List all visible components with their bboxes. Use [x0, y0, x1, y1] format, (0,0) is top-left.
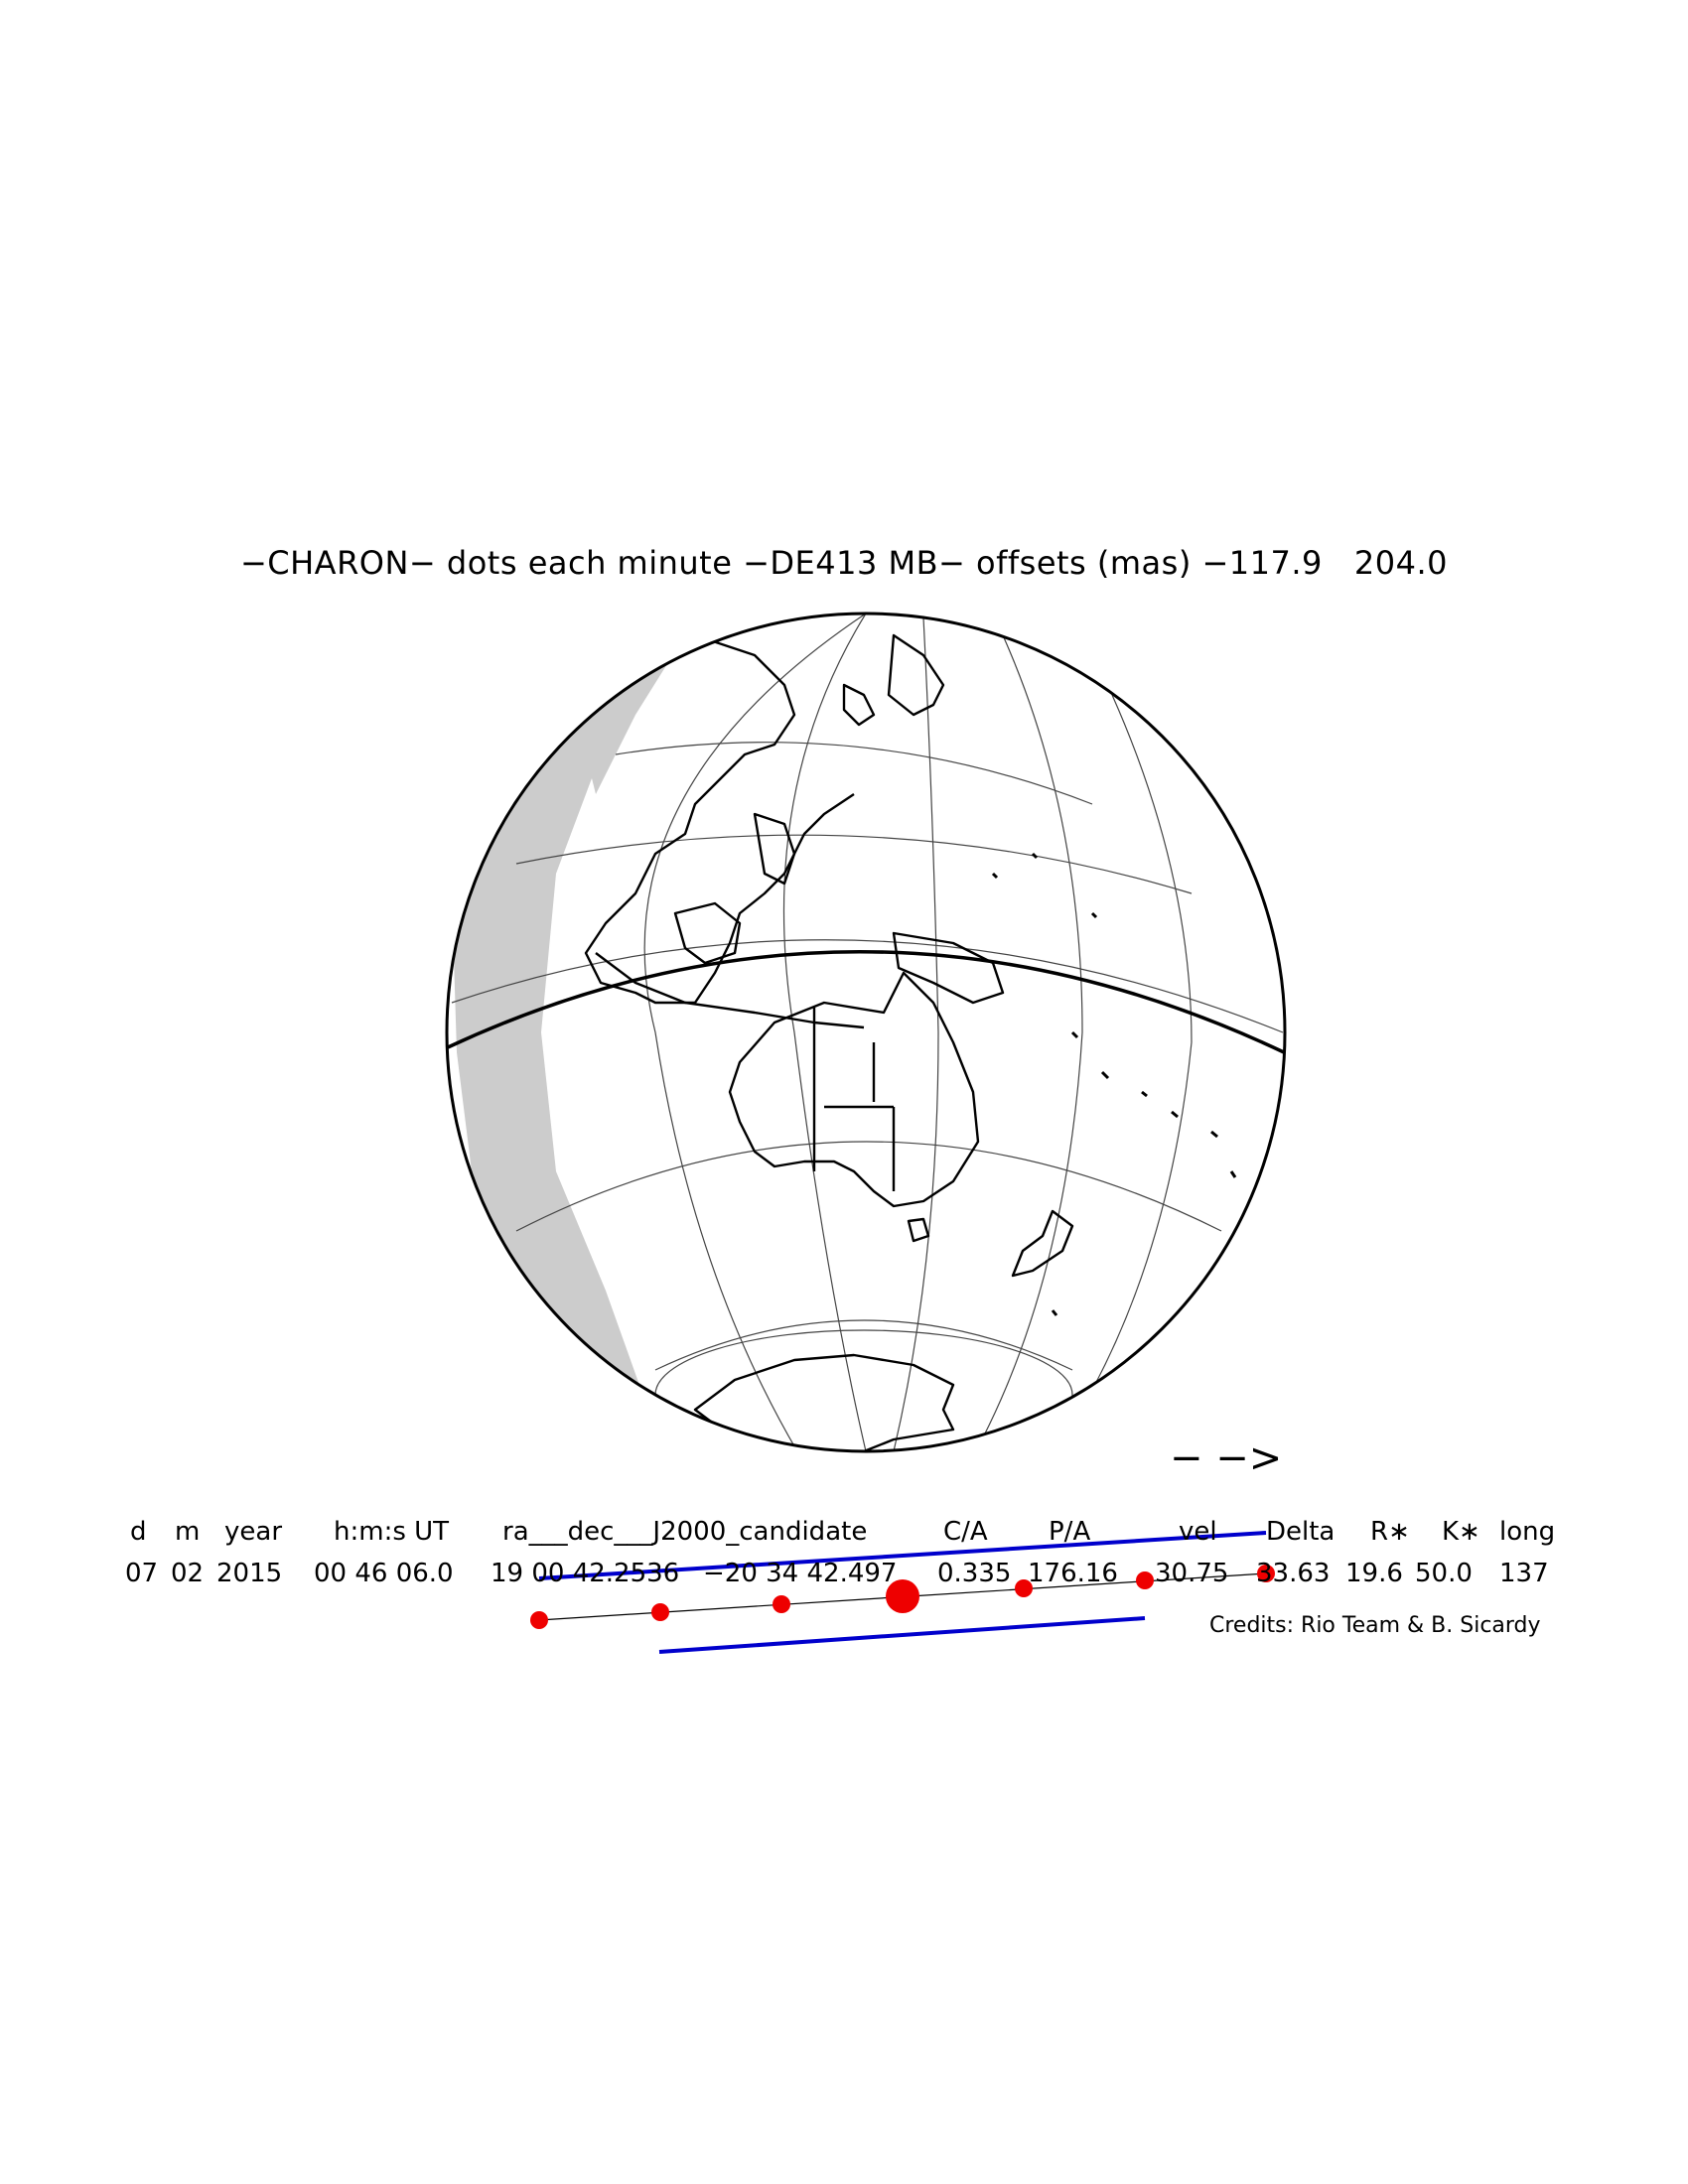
land	[584, 633, 1237, 1451]
header-m: m	[175, 1517, 201, 1547]
value-vel: 30.75	[1155, 1559, 1229, 1588]
globe-disk	[447, 614, 1285, 1451]
value-dec: −20 34 42.497	[703, 1559, 898, 1588]
value-kstar: 50.0	[1415, 1559, 1473, 1588]
night-shade-upper	[586, 635, 685, 794]
philippines	[753, 812, 796, 886]
new-zealand	[1011, 1209, 1074, 1278]
credits: Credits: Rio Team & B. Sicardy	[1209, 1613, 1541, 1638]
sumatra-java	[595, 952, 865, 1029]
australia	[728, 971, 980, 1208]
track-dot	[773, 1595, 790, 1613]
borneo	[673, 901, 742, 965]
value-rstar: 19.6	[1345, 1559, 1403, 1588]
header-ra-dec: ra___dec___J2000_candidate	[502, 1517, 868, 1547]
header-year: year	[224, 1517, 283, 1547]
night-shade	[452, 635, 675, 1430]
value-time: 00 46 06.0	[314, 1559, 454, 1588]
value-d: 07	[125, 1559, 159, 1588]
direction-arrow: − −>	[1170, 1435, 1282, 1481]
occultation-track	[530, 1531, 1275, 1654]
header-rstar: R∗	[1370, 1517, 1410, 1547]
header-ca: C/A	[943, 1517, 988, 1547]
track-dot	[1257, 1565, 1275, 1582]
track-south-limit	[658, 1616, 1146, 1654]
globe-limb	[445, 612, 1287, 1453]
value-pa: 176.16	[1028, 1559, 1118, 1588]
track-dot	[1136, 1571, 1154, 1589]
header-vel: vel	[1179, 1517, 1217, 1547]
australia-borders	[812, 1008, 896, 1191]
korea	[842, 683, 876, 727]
header-time: h:m:s UT	[334, 1517, 450, 1547]
track-dot-central	[886, 1579, 919, 1613]
track-dot	[651, 1603, 669, 1621]
header-delta: Delta	[1266, 1517, 1336, 1547]
track-north-limit	[538, 1531, 1267, 1580]
graticule	[451, 614, 1284, 1451]
header-pa: P/A	[1049, 1517, 1091, 1547]
header-kstar: K∗	[1442, 1517, 1480, 1547]
value-ca: 0.335	[937, 1559, 1012, 1588]
value-year: 2015	[216, 1559, 283, 1588]
tasmania	[907, 1217, 930, 1243]
value-m: 02	[171, 1559, 205, 1588]
value-delta: 33.63	[1256, 1559, 1331, 1588]
japan	[887, 633, 945, 717]
header-long: long	[1499, 1517, 1556, 1547]
value-ra: 19 00 42.2536	[491, 1559, 680, 1588]
track-dot	[1015, 1579, 1033, 1597]
globe	[445, 612, 1287, 1453]
shadow-boundary	[447, 950, 1285, 1054]
asia-coast	[584, 633, 855, 1005]
header-d: d	[130, 1517, 147, 1547]
page-title: −CHARON− dots each minute −DE413 MB− off…	[239, 544, 1449, 582]
antarctica	[693, 1353, 955, 1451]
pacific-islands	[991, 852, 1237, 1316]
value-long: 137	[1499, 1559, 1549, 1588]
new-guinea	[892, 931, 1005, 1005]
track-dot	[530, 1611, 548, 1629]
